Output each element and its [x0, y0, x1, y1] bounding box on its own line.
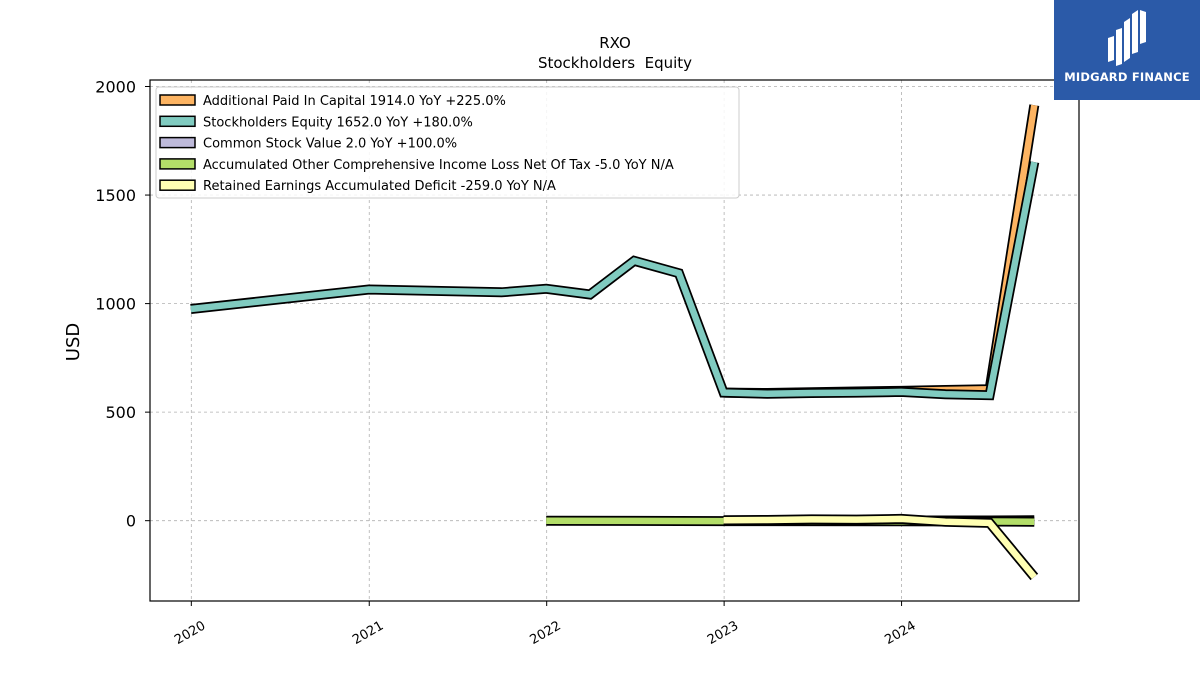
logo: MIDGARD FINANCE: [1054, 0, 1200, 100]
y-tick-label: 1000: [95, 295, 136, 314]
series-line-outline: [723, 513, 1039, 581]
logo-mark-icon: [1108, 10, 1146, 66]
series-0: [723, 104, 1040, 399]
y-tick-label: 2000: [95, 78, 136, 97]
legend: Additional Paid In Capital 1914.0 YoY +2…: [155, 86, 740, 199]
legend-label: Common Stock Value 2.0 YoY +100.0%: [203, 137, 457, 152]
legend-box: [155, 86, 740, 199]
legend-label: Stockholders Equity 1652.0 YoY +180.0%: [203, 115, 473, 130]
x-tick-label: 2021: [350, 618, 386, 648]
series-4: [723, 513, 1039, 581]
x-axis: 2020 2021 2022 2023 2024: [172, 601, 919, 648]
series-1: [190, 161, 1040, 401]
chart-subtitle: Stockholders Equity: [538, 54, 692, 72]
plot-frame: [149, 79, 1080, 602]
y-tick-label: 500: [105, 403, 136, 422]
series-line: [190, 161, 1038, 399]
series-line: [723, 104, 1038, 397]
legend-swatch: [159, 136, 196, 149]
chart-title: RXO: [599, 34, 631, 52]
legend-swatch: [159, 94, 196, 106]
series-line-outline: [723, 104, 1040, 399]
y-tick-label: 0: [126, 512, 136, 531]
logo-text: MIDGARD FINANCE: [1064, 70, 1190, 84]
y-axis: 0 500 1000 1500 2000: [95, 78, 150, 531]
legend-label: Additional Paid In Capital 1914.0 YoY +2…: [203, 94, 506, 109]
legend-label: Accumulated Other Comprehensive Income L…: [203, 158, 674, 173]
x-tick-label: 2024: [882, 618, 918, 648]
series-layer: [190, 104, 1040, 581]
legend-swatch: [159, 158, 196, 170]
x-tick-label: 2020: [172, 618, 208, 648]
y-axis-label: USD: [63, 323, 84, 361]
x-tick-label: 2022: [528, 618, 564, 648]
y-tick-label: 1500: [95, 186, 136, 205]
series-line: [723, 515, 1037, 579]
legend-label: Retained Earnings Accumulated Deficit -2…: [203, 179, 556, 194]
x-tick-label: 2023: [705, 618, 741, 648]
legend-swatch: [159, 179, 196, 191]
legend-swatch: [159, 115, 196, 128]
